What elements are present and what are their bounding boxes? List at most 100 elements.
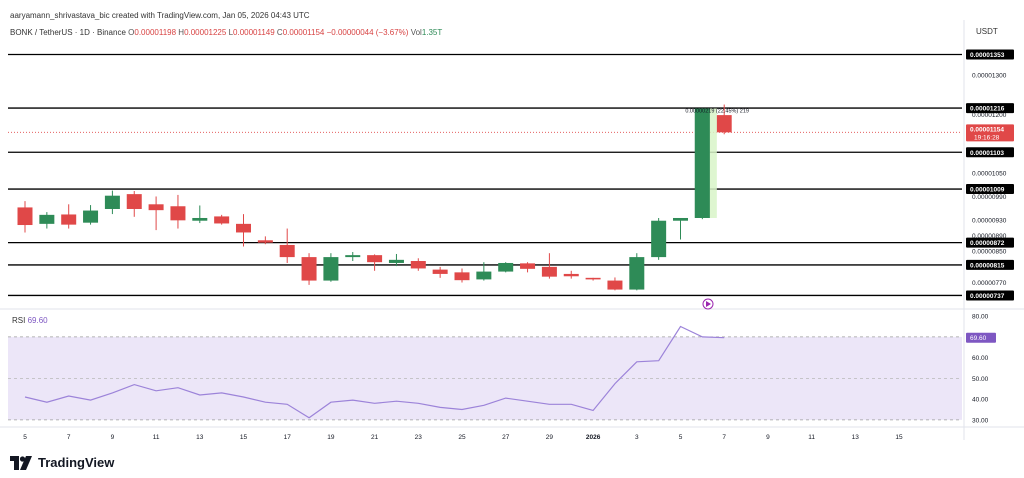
rsi-name: RSI [12, 316, 26, 325]
time-axis: 5 7 9 11 13 15 17 19 21 23 25 27 29 2026 3 5 7 9 11 13 15 [23, 434, 903, 441]
time-tick-label: 13 [852, 434, 860, 441]
candle-body [432, 269, 448, 274]
candle-body [39, 214, 55, 224]
current-price-tag-label: 0.00001154 [970, 126, 1004, 133]
price-tick-label: 0.00000890 [972, 233, 1007, 240]
candle-body [17, 207, 33, 226]
candle-body [716, 115, 732, 133]
time-tick-label: 5 [679, 434, 683, 441]
time-tick-label: 23 [415, 434, 423, 441]
price-tick-label: 0.00000770 [972, 280, 1007, 287]
measure-label: 0.00000219 (22.45%) 219 [685, 108, 749, 114]
breakout-candle-body [694, 108, 710, 218]
rsi-value: 69.60 [27, 316, 48, 325]
rsi-tick-label: 60.00 [972, 355, 989, 362]
candle-body [388, 259, 404, 263]
open-label: O [128, 28, 135, 37]
level-price-tag [966, 184, 1014, 195]
level-price-tag-label: 0.00001353 [970, 52, 1005, 59]
support-resistance-levels [8, 53, 962, 297]
level-price-tag [966, 103, 1014, 114]
tradingview-logo-text: TradingView [38, 455, 115, 470]
candle-body [148, 204, 164, 211]
candle-body [607, 280, 623, 290]
level-price-tag [966, 49, 1014, 60]
time-tick-label: 15 [240, 434, 248, 441]
time-tick-label: 13 [196, 434, 204, 441]
time-tick-label: 2026 [586, 434, 601, 441]
level-price-tag [966, 147, 1014, 158]
candle-body [629, 257, 645, 290]
candle-body [170, 206, 186, 221]
time-tick-label: 9 [111, 434, 115, 441]
candle-body [410, 261, 426, 269]
close-value: 0.00001154 [282, 28, 325, 37]
candle-body [214, 216, 230, 224]
volume-label: Vol [410, 28, 422, 37]
rsi-value-tag [966, 332, 996, 343]
tradingview-logo-icon [10, 455, 32, 470]
rsi-tick-label: 50.00 [972, 376, 989, 383]
candle-body [301, 257, 317, 281]
rsi-tick-label: 30.00 [972, 417, 989, 424]
time-tick-label: 17 [284, 434, 292, 441]
candle-body [476, 271, 492, 280]
price-tick-label: 0.00000850 [972, 249, 1007, 256]
rsi-legend: RSI 69.60 [12, 316, 48, 325]
candle-body [61, 214, 77, 225]
rsi-value-tag-label: 69.60 [970, 335, 987, 342]
symbol-ohlc-line: BONK / TetherUS · 1D · Binance O0.000011… [10, 28, 442, 37]
candle-body [236, 223, 251, 233]
candle-body [651, 220, 667, 258]
high-value: 0.00001225 [184, 28, 227, 37]
candle-body [345, 255, 361, 258]
price-tick-label: 0.00001050 [972, 171, 1007, 178]
open-value: 0.00001198 [134, 28, 177, 37]
level-price-tag [966, 290, 1014, 301]
candle-body [104, 195, 120, 209]
measure-tool: 0.00000219 (22.45%) 219 [685, 108, 749, 310]
high-label: H [178, 28, 185, 37]
rsi-line [24, 325, 725, 419]
rsi-pane [8, 325, 962, 421]
level-price-tag-label: 0.00000737 [970, 293, 1005, 300]
level-price-tag-label: 0.00000872 [970, 240, 1005, 247]
low-label: L [228, 28, 234, 37]
rsi-tick-label: 80.00 [972, 314, 989, 321]
volume-value: 1.35T [421, 28, 443, 37]
symbol-name: BONK / TetherUS · 1D · Binance [10, 28, 126, 37]
time-tick-label: 25 [458, 434, 466, 441]
replay-icon [702, 298, 714, 310]
time-tick-label: 21 [371, 434, 379, 441]
countdown-label: 19:16:28 [974, 134, 1000, 141]
level-price-tag-label: 0.00001216 [970, 106, 1005, 113]
time-tick-label: 11 [808, 434, 815, 441]
price-tick-label: 0.00000930 [972, 217, 1007, 224]
chart-attribution: aaryamann_shrivastava_bic created with T… [10, 11, 310, 20]
candle-body [585, 277, 601, 280]
close-label: C [276, 28, 283, 37]
time-tick-label: 7 [67, 434, 71, 441]
time-tick-label: 15 [895, 434, 903, 441]
time-tick-label: 11 [153, 434, 160, 441]
level-price-tag [966, 259, 1014, 270]
time-tick-label: 19 [327, 434, 335, 441]
low-value: 0.00001149 [233, 28, 275, 37]
time-tick-label: 27 [502, 434, 510, 441]
candle-body [192, 217, 208, 221]
chart-grid [0, 20, 1024, 440]
candle-body [83, 210, 99, 223]
change-value: −0.00000044 (−3.67%) [326, 28, 409, 37]
currency-label[interactable]: USDT [976, 27, 998, 36]
time-tick-label: 5 [23, 434, 27, 441]
rsi-tick-label: 40.00 [972, 397, 989, 404]
price-axis: 0.00001300 0.00001200 0.00001050 0.00000990… [966, 49, 1014, 301]
candle-body [563, 273, 579, 277]
time-tick-label: 3 [635, 434, 639, 441]
candle-body [498, 262, 514, 272]
time-tick-label: 29 [546, 434, 554, 441]
candle-body [257, 240, 273, 243]
price-tick-label: 0.00000990 [972, 194, 1007, 201]
candle-body [279, 244, 295, 258]
